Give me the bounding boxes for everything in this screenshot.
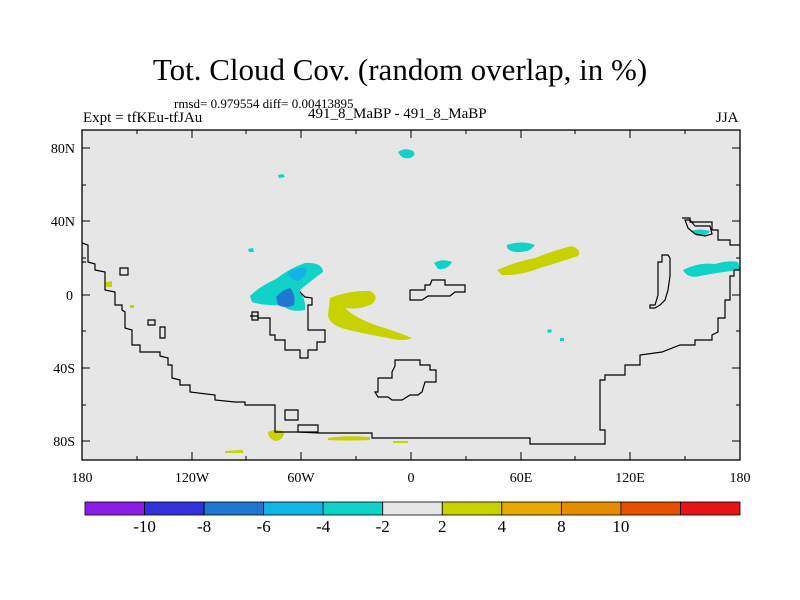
colorbar-swatch: [620, 501, 681, 516]
colorbar-swatch: [263, 501, 324, 516]
colorbar-swatch: [560, 501, 622, 516]
colorbar-label: -8: [197, 517, 211, 536]
season-label: JJA: [716, 110, 739, 126]
stats-text: rmsd= 0.979554 diff= 0.00413895: [174, 96, 354, 111]
colorbar-label: -10: [133, 517, 156, 536]
contour-yellow-south-2: [225, 450, 243, 453]
colorbar-swatch: [144, 501, 205, 516]
lon-label-0: 0: [408, 471, 415, 486]
coastlines: [81, 217, 740, 445]
lat-label-40s: 40S: [53, 362, 75, 377]
colorbar: [84, 501, 741, 516]
contour-cyan-small-2: [248, 248, 254, 252]
colorbar-label: 10: [612, 517, 629, 536]
colorbar-labels: -10 -8 -6 -4 -2 2 4 8 10: [133, 517, 629, 536]
contour-yellow-antarctic: [268, 430, 284, 441]
contour-yellow-small-1: [106, 281, 112, 287]
colorbar-swatch: [84, 501, 145, 516]
colorbar-label: -6: [257, 517, 271, 536]
coastline-asia: [409, 279, 466, 301]
colorbar-label: 2: [438, 517, 447, 536]
colorbar-swatch: [382, 501, 443, 516]
colorbar-swatch: [203, 501, 265, 516]
contour-fills: [106, 149, 740, 453]
lat-ticks: [82, 147, 740, 442]
contour-yellow-atlantic: [328, 290, 412, 340]
contour-cyan-small-3: [547, 329, 552, 333]
coastline-island-6: [297, 424, 319, 433]
map-title: Tot. Cloud Cov. (random overlap, in %): [152, 52, 648, 87]
coastline-island-4: [159, 326, 166, 339]
colorbar-swatch: [501, 501, 562, 516]
lon-label-120e: 120E: [615, 471, 645, 486]
lat-label-80s: 80S: [53, 435, 75, 450]
coastline-east: [649, 254, 671, 309]
map-background: [82, 130, 740, 460]
coastline-americas: [81, 242, 740, 445]
lon-label-60w: 60W: [287, 471, 315, 486]
contour-cyan-arctic: [398, 149, 415, 159]
contour-yellow-south-3: [393, 441, 408, 443]
lon-label-180e: 180: [730, 471, 751, 486]
contour-blue-central: [276, 288, 295, 307]
coastline-island-2: [119, 267, 129, 276]
coastline-africa: [250, 291, 326, 359]
colorbar-label: 4: [498, 517, 507, 536]
contour-cyan-pacific: [683, 261, 740, 277]
colorbar-swatch: [441, 501, 503, 516]
coastline-island-3: [147, 319, 156, 326]
colorbar-swatch: [322, 501, 384, 516]
coastline-island-7: [251, 311, 259, 321]
lon-label-180w: 180: [72, 471, 93, 486]
coastline-island-1: [684, 219, 713, 237]
experiment-label: Expt = tfKEu-tfJAu: [83, 110, 203, 126]
lon-ticks: [81, 130, 741, 460]
lon-label-60e: 60E: [510, 471, 533, 486]
contour-cyan-east: [506, 242, 535, 253]
contour-cyan-mid: [434, 260, 452, 270]
contour-cyan-small-4: [560, 338, 564, 341]
lat-label-80n: 80N: [51, 142, 75, 157]
contour-blue-central-2: [288, 267, 307, 281]
colorbar-label: 8: [557, 517, 566, 536]
contour-yellow-small-2: [130, 305, 134, 308]
colorbar-swatch: [680, 501, 741, 516]
lat-label-0: 0: [66, 289, 73, 304]
contour-yellow-eurasia: [497, 246, 580, 276]
colorbar-label: -4: [316, 517, 331, 536]
lon-label-120w: 120W: [175, 471, 210, 486]
coastline-island-5: [284, 409, 299, 421]
colorbar-label: -2: [376, 517, 390, 536]
contour-cyan-small-1: [278, 174, 285, 178]
lat-label-40n: 40N: [51, 215, 75, 230]
contour-yellow-south-1: [328, 436, 370, 441]
center-label: 491_8_MaBP - 491_8_MaBP: [308, 106, 487, 122]
coastline-south-ocean-island: [373, 359, 437, 401]
